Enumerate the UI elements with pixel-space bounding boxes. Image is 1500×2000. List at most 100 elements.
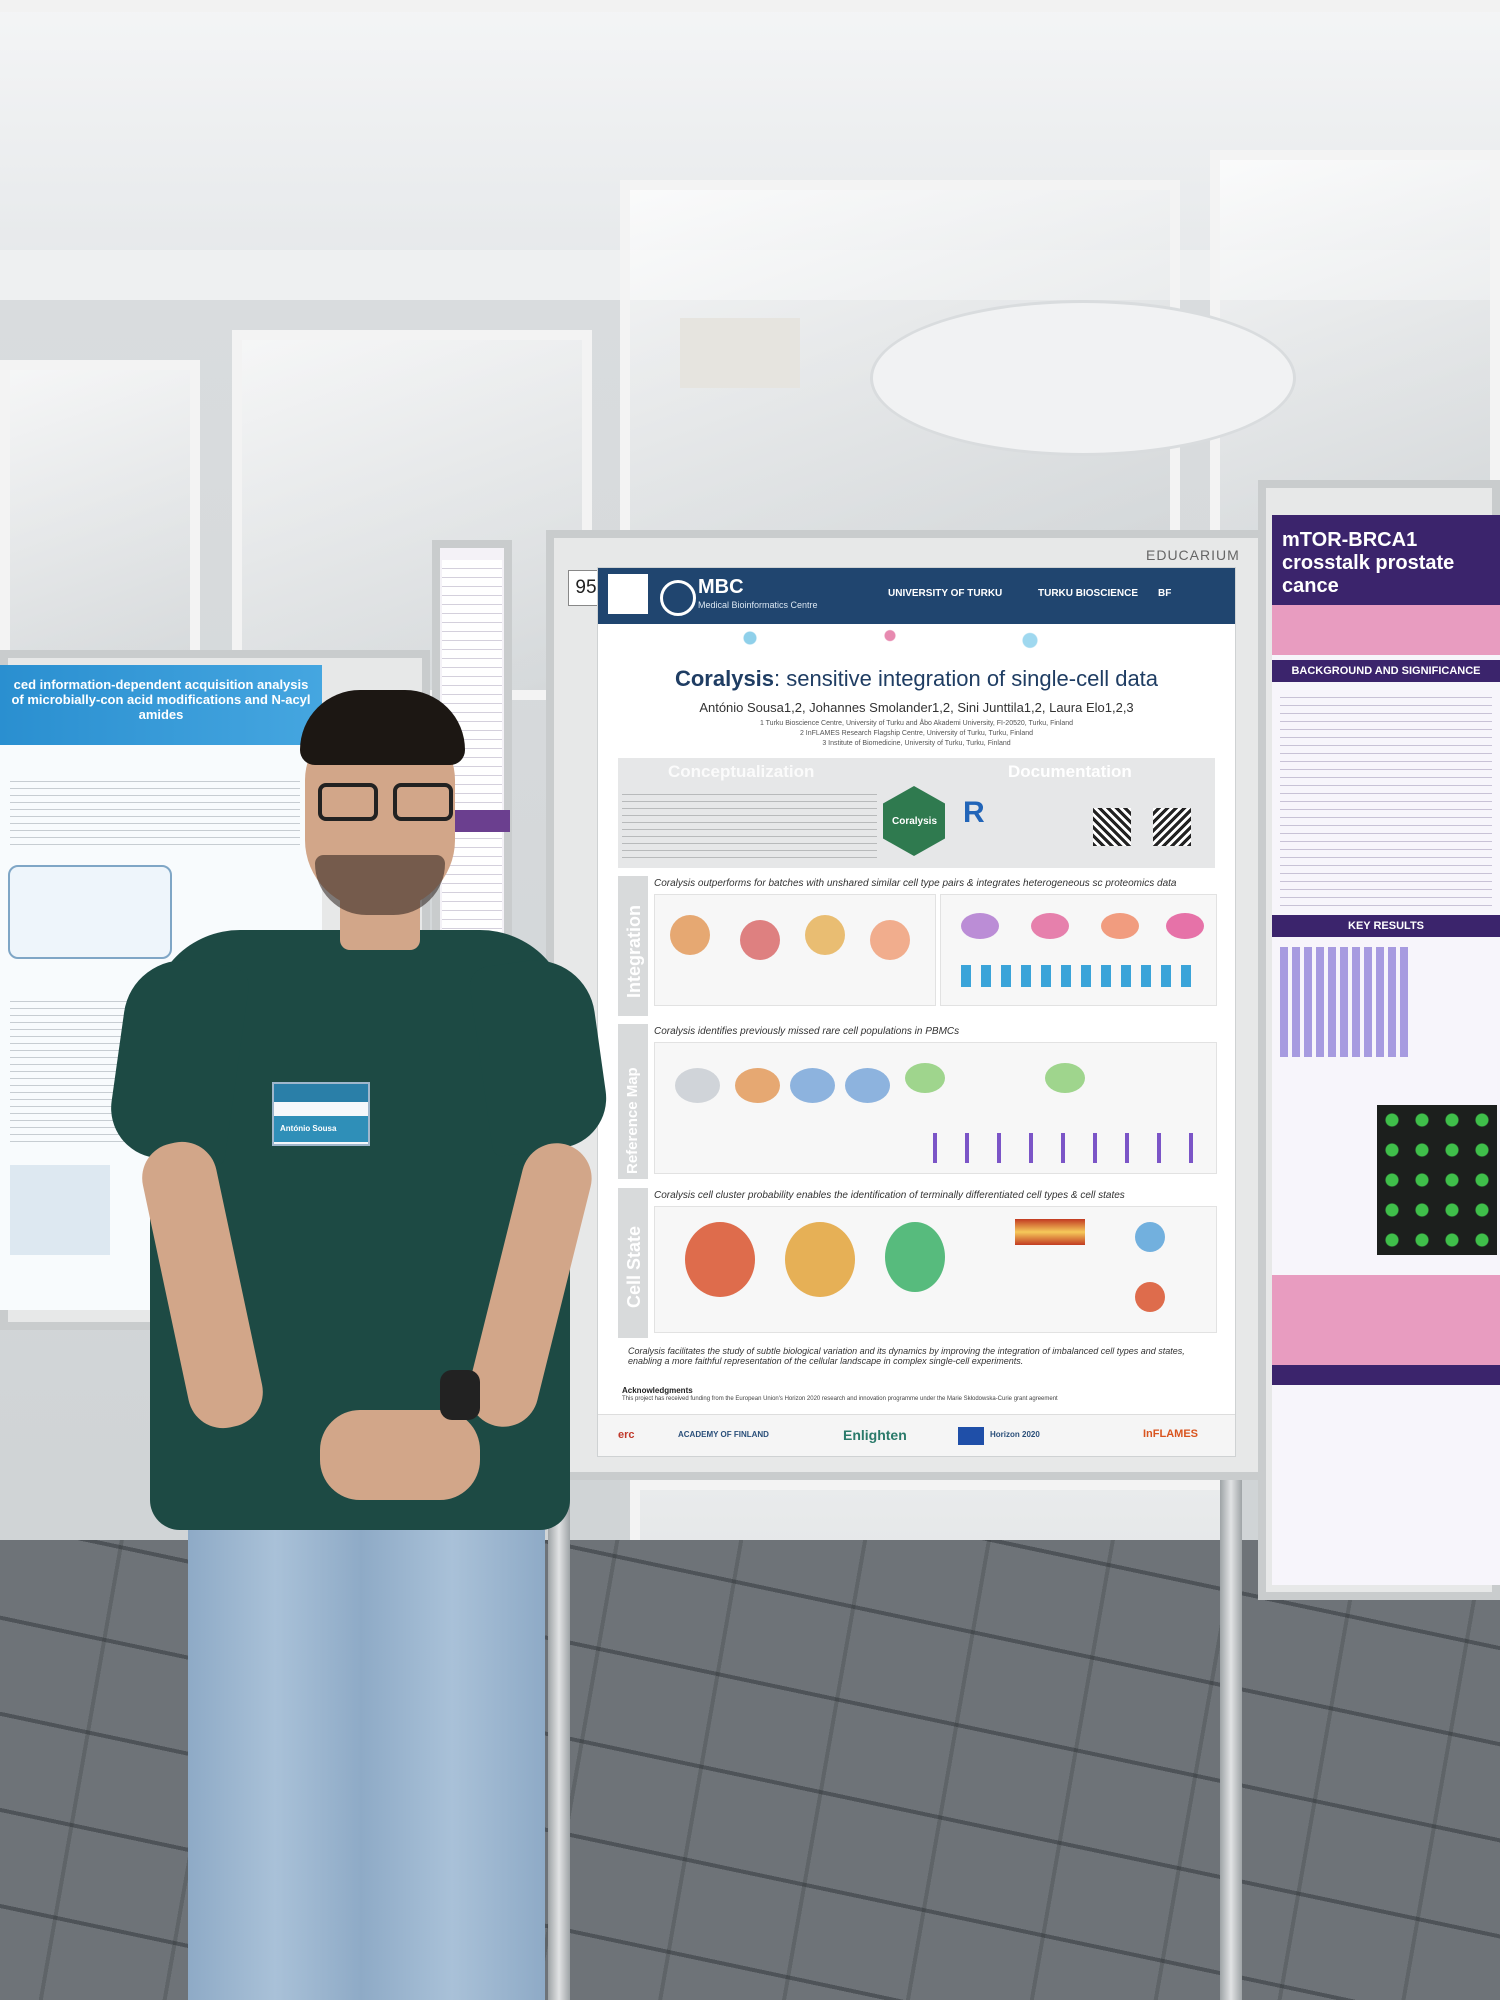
affiliation-3: 3 Institute of Biomedicine, University o…: [822, 740, 1011, 747]
decorative-dots: [638, 626, 1198, 650]
umap-cluster: [675, 1068, 720, 1103]
funder-enlighten: Enlighten: [843, 1427, 907, 1443]
conceptualization-heading: Conceptualization: [668, 762, 815, 781]
partner-turku-bioscience: TURKU BIOSCIENCE: [1038, 588, 1139, 599]
person-beard: [315, 855, 445, 915]
reference-map-strip: [618, 1024, 648, 1179]
poster-conclusion: Coralysis facilitates the study of subtl…: [628, 1346, 1185, 1366]
umap-cluster: [790, 1068, 835, 1103]
umap-cluster: [735, 1068, 780, 1103]
right-poster: mTOR-BRCA1 crosstalk prostate cance BACK…: [1272, 515, 1500, 1585]
reference-map-panel-title: Coralysis identifies previously missed r…: [654, 1026, 960, 1037]
badge-name: António Sousa: [280, 1124, 337, 1133]
integration-strip: [618, 876, 648, 1016]
watch-icon: [440, 1370, 480, 1420]
ceiling-disc-lamp: [870, 300, 1296, 456]
side-poster-stripe: [440, 810, 510, 832]
umap-cluster: [885, 1222, 945, 1292]
badge-name-strip: António Sousa: [274, 1116, 368, 1142]
umap-cluster: [845, 1068, 890, 1103]
person-jeans-right: [360, 1470, 545, 2000]
umap-cluster: [1135, 1222, 1165, 1252]
window-center-left: [232, 330, 592, 700]
umap-cluster: [870, 920, 910, 960]
right-poster-pink-band: [1272, 605, 1500, 655]
cell-state-panel-title: Coralysis cell cluster probability enabl…: [654, 1190, 1125, 1201]
person-hair: [300, 690, 465, 765]
poster-header-band: MBC Medical Bioinformatics Centre UNIVER…: [598, 568, 1235, 624]
poster-title: Coralysis: sensitive integration of sing…: [674, 666, 1159, 691]
coralysis-hex-logo: [883, 786, 945, 856]
left-poster-figure: [8, 865, 172, 959]
window-left: [0, 360, 200, 700]
funder-academy-of-finland: ACADEMY OF FINLAND: [678, 1430, 769, 1439]
concept-text: [622, 788, 877, 858]
left-poster-header: ced information-dependent acquisition an…: [0, 665, 322, 745]
glasses-icon: [393, 783, 453, 821]
heatmap: [1015, 1219, 1085, 1245]
integration-panel-title: Coralysis outperforms for batches with u…: [654, 878, 1177, 889]
eu-flag-icon: [958, 1427, 984, 1445]
reference-map-label: Reference Map: [624, 1067, 641, 1174]
vent-duct: [680, 318, 800, 388]
name-badge: António Sousa: [272, 1082, 370, 1146]
qr-code-github-icon: [1153, 808, 1191, 846]
right-poster-pink-band-2: [1272, 1275, 1500, 1365]
right-poster-results-heading: KEY RESULTS: [1272, 915, 1500, 937]
cell-state-strip: [618, 1188, 648, 1338]
right-poster-microscopy: [1377, 1105, 1497, 1255]
mbc-logo-icon: [660, 580, 696, 616]
integration-figure-umaps: [654, 894, 936, 1006]
integration-label: Integration: [624, 905, 644, 998]
mbc-logo-text: MBC: [698, 576, 744, 598]
qr-code-icon: [608, 574, 648, 614]
funder-horizon-2020: Horizon 2020: [990, 1430, 1040, 1439]
poster-authors: António Sousa1,2, Johannes Smolander1,2,…: [699, 700, 1134, 715]
reference-map-figure: [654, 1042, 1217, 1174]
umap-cluster: [670, 915, 710, 955]
umap-cluster: [905, 1063, 945, 1093]
umap-cluster: [1031, 913, 1069, 939]
right-poster-background-heading: BACKGROUND AND SIGNIFICANCE: [1272, 660, 1500, 682]
funders-strip: erc ACADEMY OF FINLAND Enlighten Horizon…: [598, 1414, 1235, 1456]
acknowledgments-title: Acknowledgments: [622, 1386, 693, 1395]
integration-figure-proteomics: [940, 894, 1217, 1006]
funder-inflames: InFLAMES: [1143, 1428, 1198, 1440]
bar-chart-strip: [905, 1133, 1205, 1163]
partner-bf: BF: [1158, 588, 1172, 599]
umap-cluster: [785, 1222, 855, 1297]
affiliation-1: 1 Turku Bioscience Centre, University of…: [759, 720, 1074, 727]
umap-cluster: [685, 1222, 755, 1297]
documentation-heading: Documentation: [1008, 762, 1132, 781]
umap-cluster: [1166, 913, 1204, 939]
cell-state-figure: [654, 1206, 1217, 1333]
left-poster-text: [10, 775, 300, 845]
dot-plot-row: [961, 965, 1201, 987]
acknowledgments-text: This project has received funding from t…: [622, 1396, 1058, 1402]
right-poster-heatmap: [1280, 947, 1410, 1057]
main-poster: MBC Medical Bioinformatics Centre UNIVER…: [598, 568, 1235, 1456]
board-label: EDUCARIUM: [1146, 547, 1240, 563]
umap-cluster: [1135, 1282, 1165, 1312]
umap-cluster: [740, 920, 780, 960]
right-poster-purple-band: [1272, 1365, 1500, 1385]
board-leg-right: [1220, 1480, 1242, 2000]
cell-state-label: Cell State: [624, 1225, 644, 1308]
coralysis-logo-text: Coralysis: [892, 816, 938, 827]
umap-cluster: [961, 913, 999, 939]
board-leg-left: [548, 1480, 570, 2000]
left-poster-title: ced information-dependent acquisition an…: [11, 677, 311, 722]
right-poster-text: [1280, 690, 1492, 910]
affiliation-2: 2 InFLAMES Research Flagship Centre, Uni…: [799, 730, 1034, 737]
badge-header: [274, 1084, 368, 1102]
qr-code-biocode-icon: [1093, 808, 1131, 846]
person-jeans-left: [188, 1470, 363, 2000]
umap-cluster: [805, 915, 845, 955]
funder-erc: erc: [618, 1429, 635, 1441]
partner-utu: UNIVERSITY OF TURKU: [888, 588, 1003, 599]
ceiling-beam: [0, 0, 1500, 12]
right-poster-header: mTOR-BRCA1 crosstalk prostate cance: [1272, 515, 1500, 605]
glasses-icon: [318, 783, 378, 821]
umap-cluster: [1045, 1063, 1085, 1093]
mbc-logo-subtitle: Medical Bioinformatics Centre: [698, 600, 818, 610]
